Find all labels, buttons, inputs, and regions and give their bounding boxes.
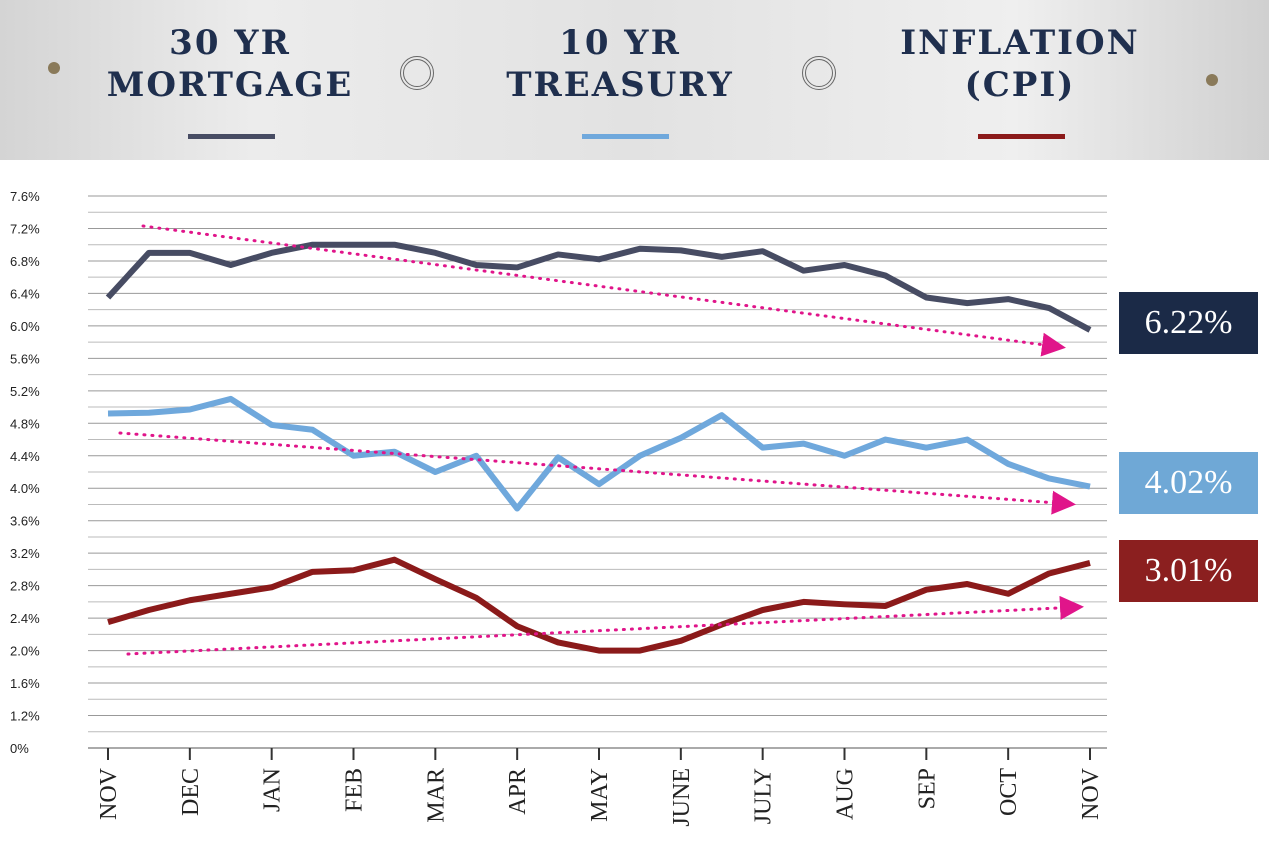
end-label: 4.02% [1119, 452, 1258, 514]
x-tick-label: JULY [751, 768, 777, 824]
x-tick-label: MAR [423, 768, 449, 823]
series-line [107, 556, 1091, 654]
y-tick-label: 6.0% [10, 319, 40, 334]
y-tick-label: 4.8% [10, 416, 40, 431]
trend-line [118, 431, 1076, 515]
y-tick-label: 3.2% [10, 546, 40, 561]
y-tick-label: 7.6% [10, 189, 40, 204]
x-tick-label: APR [505, 768, 531, 815]
x-tick-label: MAY [587, 768, 613, 822]
trend-line [141, 224, 1066, 357]
y-tick-label: 2.8% [10, 579, 40, 594]
y-tick-label: 6.8% [10, 254, 40, 269]
x-tick-label: AUG [833, 768, 859, 820]
y-tick-label: 1.2% [10, 709, 40, 724]
end-label: 6.22% [1119, 292, 1258, 354]
y-tick-label: 1.6% [10, 676, 40, 691]
pin [1206, 74, 1218, 86]
y-tick-label: 5.6% [10, 351, 40, 366]
x-tick-label: DEC [178, 768, 204, 816]
x-tick-label: JUNE [669, 768, 695, 827]
pin [48, 62, 60, 74]
legend-swatch [188, 134, 275, 139]
legend-label: INFLATION (CPI) [900, 23, 1140, 105]
legend-swatch [978, 134, 1065, 139]
x-tick-label: NOV [96, 767, 122, 820]
ornament [802, 56, 836, 90]
ornament [400, 56, 434, 90]
series-line [105, 241, 1092, 333]
y-tick-label: 2.0% [10, 644, 40, 659]
y-tick-label: 5.2% [10, 384, 40, 399]
end-label: 3.01% [1119, 540, 1258, 602]
legend-label: 30 YR MORTGAGE [106, 23, 354, 105]
x-tick-label: SEP [914, 768, 940, 809]
series-line [107, 395, 1091, 512]
legend-swatch [582, 134, 669, 139]
trend-line [126, 595, 1084, 656]
y-tick-label: 7.2% [10, 221, 40, 236]
y-tick-label: 3.6% [10, 514, 40, 529]
y-tick-label: 4.0% [10, 481, 40, 496]
x-tick-label: OCT [996, 768, 1022, 816]
legend-label: 10 YR TREASURY [506, 23, 734, 105]
legend-banner [0, 0, 1269, 160]
x-tick-label: JAN [260, 768, 286, 812]
y-tick-label: 0% [10, 741, 29, 756]
x-tick-label: FEB [342, 768, 368, 812]
x-tick-label: NOV [1078, 767, 1104, 820]
y-tick-label: 4.4% [10, 449, 40, 464]
y-tick-label: 2.4% [10, 611, 40, 626]
y-tick-label: 6.4% [10, 286, 40, 301]
